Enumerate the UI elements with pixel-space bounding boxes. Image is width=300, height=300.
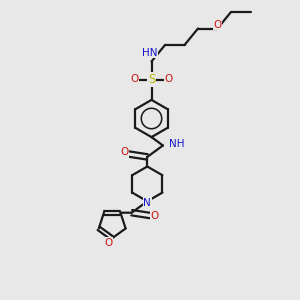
Text: O: O <box>130 74 139 85</box>
Text: NH: NH <box>169 139 185 149</box>
Text: O: O <box>213 20 222 30</box>
Text: N: N <box>143 198 151 208</box>
Text: O: O <box>151 211 159 221</box>
Text: S: S <box>148 73 155 86</box>
Text: O: O <box>104 238 113 248</box>
Text: O: O <box>120 147 128 158</box>
Text: HN: HN <box>142 48 158 58</box>
Text: O: O <box>164 74 173 85</box>
